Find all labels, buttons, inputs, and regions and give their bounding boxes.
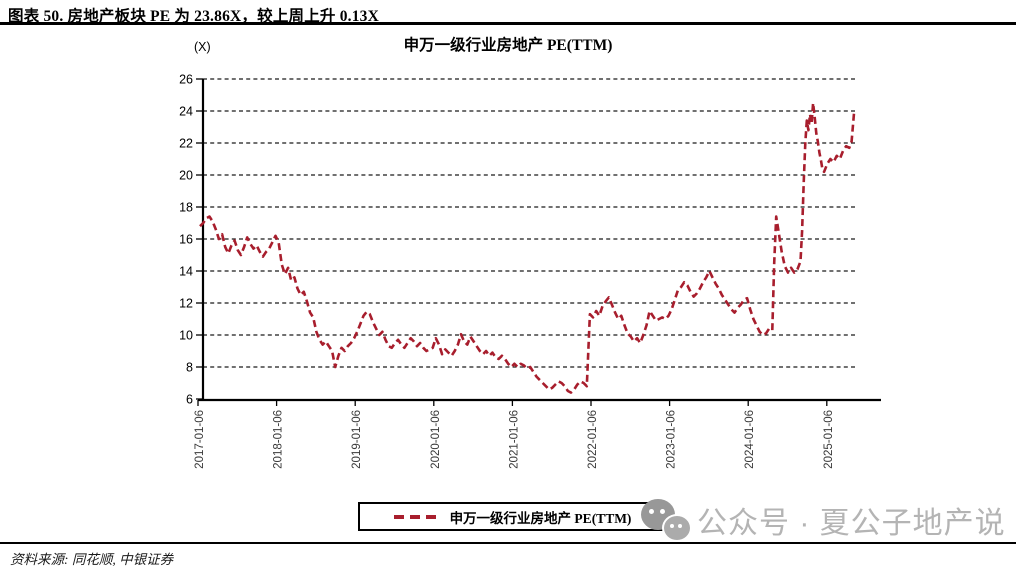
svg-text:2022-01-06: 2022-01-06 bbox=[587, 410, 599, 469]
wechat-icon bbox=[641, 497, 692, 543]
svg-text:2017-01-06: 2017-01-06 bbox=[194, 410, 206, 469]
svg-text:16: 16 bbox=[179, 233, 193, 247]
footer-rule bbox=[0, 542, 1016, 544]
watermark: 公众号 · 夏公子地产说 bbox=[641, 497, 1006, 543]
watermark-text: 公众号 · 夏公子地产说 bbox=[697, 507, 1006, 540]
figure-title: 图表 50. 房地产板块 PE 为 23.86X，较上周上升 0.13X bbox=[8, 8, 380, 25]
svg-text:24: 24 bbox=[179, 105, 193, 119]
svg-text:2025-01-06: 2025-01-06 bbox=[823, 410, 835, 469]
y-axis-unit-label: (X) bbox=[194, 40, 211, 54]
title-rule bbox=[0, 22, 1016, 25]
svg-text:2021-01-06: 2021-01-06 bbox=[508, 410, 520, 469]
chart-title: 申万一级行业房地产 PE(TTM) bbox=[403, 37, 613, 54]
legend: 申万一级行业房地产 PE(TTM) bbox=[358, 502, 667, 531]
svg-text:20: 20 bbox=[179, 169, 193, 183]
legend-dashed-line-sample bbox=[393, 514, 440, 519]
svg-text:22: 22 bbox=[179, 137, 193, 151]
legend-label: 申万一级行业房地产 PE(TTM) bbox=[449, 510, 632, 526]
svg-text:2023-01-06: 2023-01-06 bbox=[666, 410, 678, 469]
source-note: 资料来源: 同花顺, 中银证券 bbox=[10, 552, 174, 567]
svg-text:2020-01-06: 2020-01-06 bbox=[430, 410, 442, 469]
svg-text:2018-01-06: 2018-01-06 bbox=[273, 410, 285, 469]
svg-text:14: 14 bbox=[179, 265, 193, 279]
svg-text:10: 10 bbox=[179, 329, 193, 343]
svg-text:6: 6 bbox=[186, 393, 193, 407]
svg-text:26: 26 bbox=[179, 73, 193, 87]
chat-bubble-small bbox=[662, 514, 692, 542]
svg-text:18: 18 bbox=[179, 201, 193, 215]
svg-text:2024-01-06: 2024-01-06 bbox=[744, 410, 756, 469]
svg-text:8: 8 bbox=[186, 361, 193, 375]
svg-text:12: 12 bbox=[179, 297, 193, 311]
svg-text:2019-01-06: 2019-01-06 bbox=[351, 410, 363, 469]
